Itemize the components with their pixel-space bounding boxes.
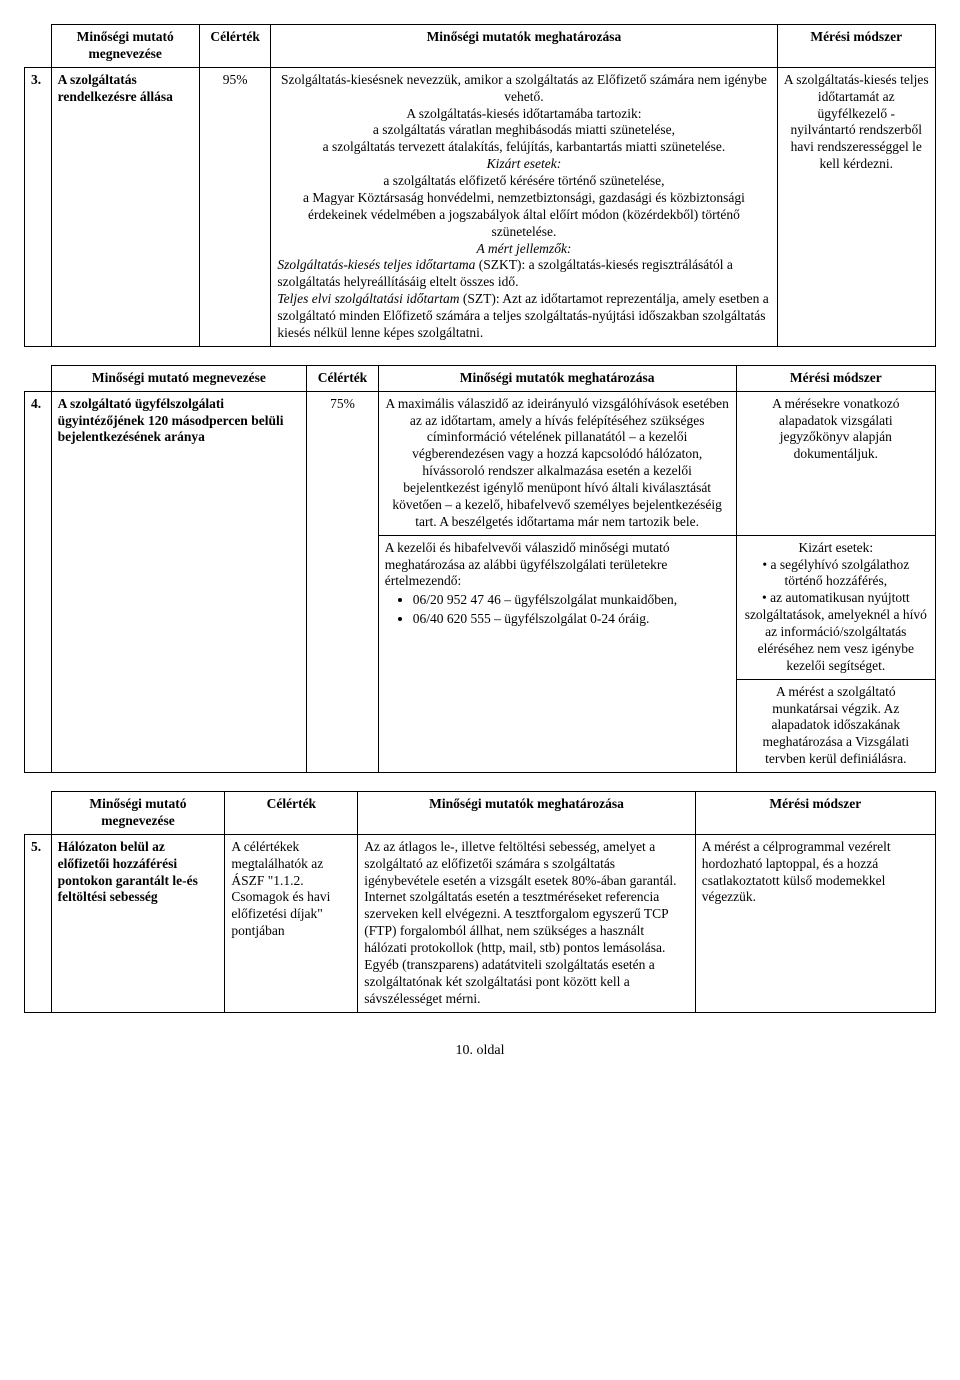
table-row: 4. A szolgáltató ügyfélszolgálati ügyint… <box>25 391 936 535</box>
table-row3: Minőségi mutató megnevezése Célérték Min… <box>24 24 936 347</box>
header-method: Mérési módszer <box>777 25 936 68</box>
def-line: A szolgáltatás-kiesés időtartamába tarto… <box>277 106 770 123</box>
header-def: Minőségi mutatók meghatározása <box>358 792 695 835</box>
method-bullet: • az automatikusan nyújtott szolgáltatás… <box>743 590 929 674</box>
def-line: A mért jellemzők: <box>277 241 770 258</box>
row-method: A mérést a szolgáltató munkatársai végzi… <box>736 679 935 772</box>
row-method: A szolgáltatás-kiesés teljes időtartamát… <box>777 67 936 346</box>
row-definition: A maximális válaszidő az ideirányuló viz… <box>378 391 736 535</box>
def-line: Szolgáltatás-kiesésnek nevezzük, amikor … <box>277 72 770 106</box>
header-spacer <box>25 792 52 835</box>
row-name: A szolgáltató ügyfélszolgálati ügyintéző… <box>51 391 307 772</box>
table-row4: Minőségi mutató megnevezése Célérték Min… <box>24 365 936 773</box>
table-row: 5. Hálózaton belül az előfizetői hozzáfé… <box>25 834 936 1012</box>
header-spacer <box>25 25 52 68</box>
def-bullets: 06/20 952 47 46 – ügyfélszolgálat munkai… <box>385 592 730 628</box>
method-heading: Kizárt esetek: <box>743 540 929 557</box>
row-number: 3. <box>25 67 52 346</box>
header-def: Minőségi mutatók meghatározása <box>271 25 777 68</box>
def-term: Szolgáltatás-kiesés teljes időtartama <box>277 257 475 272</box>
def-line: Szolgáltatás-kiesés teljes időtartama (S… <box>277 257 770 291</box>
row-method: A mérésekre vonatkozó alapadatok vizsgál… <box>736 391 935 535</box>
header-method: Mérési módszer <box>695 792 935 835</box>
def-bullet: 06/20 952 47 46 – ügyfélszolgálat munkai… <box>413 592 730 609</box>
row-definition: Szolgáltatás-kiesésnek nevezzük, amikor … <box>271 67 777 346</box>
def-line: a szolgáltatás előfizető kérésére történ… <box>277 173 770 190</box>
table-row5: Minőségi mutató megnevezése Célérték Min… <box>24 791 936 1013</box>
row-number: 4. <box>25 391 52 772</box>
header-name: Minőségi mutató megnevezése <box>51 365 307 391</box>
header-target: Célérték <box>199 25 271 68</box>
def-line: a Magyar Köztársaság honvédelmi, nemzetb… <box>277 190 770 241</box>
row-method: A mérést a célprogrammal vezérelt hordoz… <box>695 834 935 1012</box>
def-line: a szolgáltatás tervezett átalakítás, fel… <box>277 139 770 156</box>
def-line: a szolgáltatás váratlan meghibásodás mia… <box>277 122 770 139</box>
row-definition: Az az átlagos le-, illetve feltöltési se… <box>358 834 695 1012</box>
row-target: 75% <box>307 391 379 772</box>
header-target: Célérték <box>307 365 379 391</box>
row-name: Hálózaton belül az előfizetői hozzáférés… <box>51 834 225 1012</box>
row-target: 95% <box>199 67 271 346</box>
def-intro: A kezelői és hibafelvevői válaszidő minő… <box>385 540 730 591</box>
row-target: A célértékek megtalálhatók az ÁSZF "1.1.… <box>225 834 358 1012</box>
row-definition: A kezelői és hibafelvevői válaszidő minő… <box>378 535 736 772</box>
header-name: Minőségi mutató megnevezése <box>51 792 225 835</box>
header-spacer <box>25 365 52 391</box>
table-row: 3. A szolgáltatás rendelkezésre állása 9… <box>25 67 936 346</box>
def-line: Kizárt esetek: <box>277 156 770 173</box>
page-number: 10. oldal <box>24 1043 936 1059</box>
row-method: Kizárt esetek: • a segélyhívó szolgálath… <box>736 535 935 679</box>
row-number: 5. <box>25 834 52 1012</box>
header-target: Célérték <box>225 792 358 835</box>
method-bullet: • a segélyhívó szolgálathoz történő hozz… <box>743 557 929 591</box>
header-name: Minőségi mutató megnevezése <box>51 25 199 68</box>
header-method: Mérési módszer <box>736 365 935 391</box>
header-def: Minőségi mutatók meghatározása <box>378 365 736 391</box>
def-bullet: 06/40 620 555 – ügyfélszolgálat 0-24 órá… <box>413 611 730 628</box>
def-term: Teljes elvi szolgáltatási időtartam <box>277 291 459 306</box>
def-line: Teljes elvi szolgáltatási időtartam (SZT… <box>277 291 770 342</box>
row-name: A szolgáltatás rendelkezésre állása <box>51 67 199 346</box>
